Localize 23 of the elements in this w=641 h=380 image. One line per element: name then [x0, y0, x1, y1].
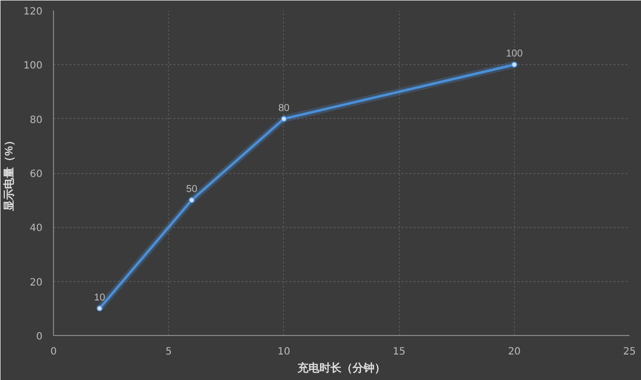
- x-axis-title: 充电时长（分钟）: [296, 362, 386, 374]
- point: [96, 305, 103, 312]
- x-tick-label: 25: [623, 346, 636, 358]
- data-label: 50: [186, 184, 198, 196]
- y-tick-label: 100: [23, 60, 43, 72]
- y-axis-title: 显示电量（%）: [2, 135, 16, 212]
- x-tick-label: 5: [166, 346, 172, 358]
- y-tick-label: 20: [30, 277, 43, 288]
- x-tick-label: 10: [278, 346, 290, 358]
- data-label: 100: [506, 48, 524, 60]
- y-tick-label: 80: [30, 114, 43, 126]
- data-label: 10: [94, 292, 106, 304]
- x-tick-label: 0: [50, 346, 57, 358]
- point: [280, 116, 287, 122]
- x-tick-label: 15: [392, 346, 406, 358]
- y-tick-label: 120: [23, 6, 43, 18]
- point: [511, 62, 518, 68]
- data-label: 80: [278, 102, 290, 114]
- y-tick-label: 40: [30, 223, 43, 234]
- y-tick-label: 60: [30, 169, 43, 180]
- y-tick-label: 0: [36, 332, 43, 342]
- x-tick-label: 20: [508, 346, 521, 358]
- point: [188, 197, 195, 204]
